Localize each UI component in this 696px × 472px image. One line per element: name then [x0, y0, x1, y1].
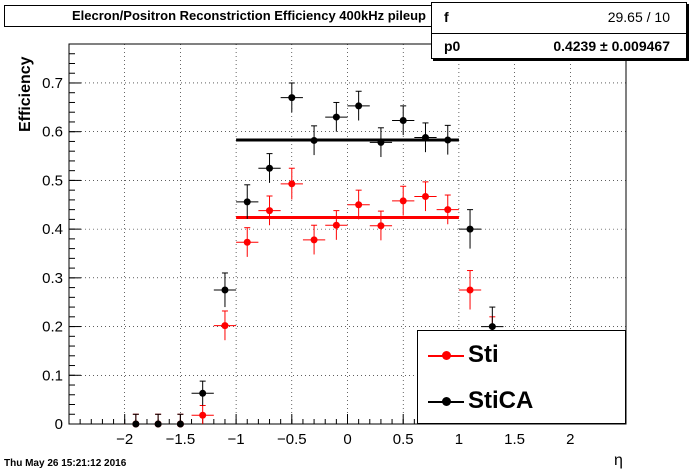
data-point-sti [288, 180, 296, 188]
timestamp: Thu May 26 15:21:12 2016 [4, 458, 127, 469]
data-point-stica [176, 420, 184, 428]
data-point-stica [132, 420, 140, 428]
x-tick-label: 2 [566, 431, 574, 448]
legend-entry-sti: Sti [418, 335, 625, 375]
data-point-sti [377, 222, 385, 230]
legend: Sti StiCA [417, 330, 626, 424]
x-tick-label: −0.5 [277, 431, 307, 448]
stats-row-chi2: f 29.65 / 10 [432, 5, 686, 31]
data-point-stica [199, 389, 207, 397]
y-tick-label: 0.4 [42, 221, 63, 238]
x-tick-label: −1.5 [166, 431, 196, 448]
x-tick-label: −2 [116, 431, 133, 448]
y-tick-label: 0.5 [42, 172, 63, 189]
y-tick-label: 0.1 [42, 367, 63, 384]
x-tick-label: 0.5 [393, 431, 414, 448]
data-point-stica [377, 138, 385, 146]
data-point-sti [421, 192, 429, 200]
legend-label: Sti [468, 341, 499, 368]
data-point-sti [444, 206, 452, 214]
data-point-sti [243, 238, 251, 246]
x-tick-label: 1.5 [504, 431, 525, 448]
data-point-sti [221, 322, 229, 330]
y-tick-label: 0 [55, 416, 63, 433]
data-point-stica [488, 323, 496, 331]
legend-marker [442, 351, 451, 360]
y-tick-label: 0.7 [42, 75, 63, 92]
stats-value: 0.4239 ± 0.009467 [553, 38, 670, 54]
data-point-stica [466, 225, 474, 233]
data-point-sti [310, 236, 318, 244]
y-tick-label: 0.2 [42, 319, 63, 336]
stats-value: 29.65 / 10 [607, 9, 670, 25]
x-tick-label: 1 [455, 431, 463, 448]
data-point-stica [266, 164, 274, 172]
x-tick-label: 0 [343, 431, 351, 448]
data-point-stica [332, 113, 340, 121]
data-point-stica [288, 94, 296, 102]
data-point-stica [243, 198, 251, 206]
data-point-stica [444, 136, 452, 144]
y-axis-title: Efficiency [17, 56, 34, 132]
fit-stats-box: f 29.65 / 10 p0 0.4239 ± 0.009467 [431, 2, 687, 59]
stats-label: f [444, 9, 449, 25]
data-point-stica [355, 102, 363, 110]
stats-row-p0: p0 0.4239 ± 0.009467 [432, 33, 686, 62]
axis-ticks: −2 −1.5 −1 −0.5 0 0.5 1 1.5 2 0 0.1 0.2 0.3 0.4 0.5 0.6… [42, 43, 627, 448]
y-tick-label: 0.3 [42, 270, 63, 287]
data-point-sti [332, 221, 340, 229]
data-point-stica [154, 420, 162, 428]
chart-title: Elecron/Positron Reconstriction Efficien… [4, 5, 494, 27]
data-point-sti [399, 197, 407, 205]
fit-lines [236, 138, 459, 219]
data-point-sti [199, 411, 207, 419]
data-point-sti [266, 207, 274, 215]
y-tick-label: 0.6 [42, 124, 63, 141]
stats-label: p0 [444, 38, 461, 54]
legend-label: StiCA [468, 387, 534, 414]
x-tick-label: −1 [228, 431, 245, 448]
data-point-stica [310, 136, 318, 144]
x-axis-title: η [614, 452, 623, 469]
legend-marker [442, 397, 451, 406]
data-point-stica [399, 116, 407, 124]
data-point-stica [221, 286, 229, 294]
legend-entry-stica: StiCA [418, 381, 625, 421]
data-point-sti [466, 286, 474, 294]
data-point-sti [355, 201, 363, 209]
data-point-stica [421, 134, 429, 142]
